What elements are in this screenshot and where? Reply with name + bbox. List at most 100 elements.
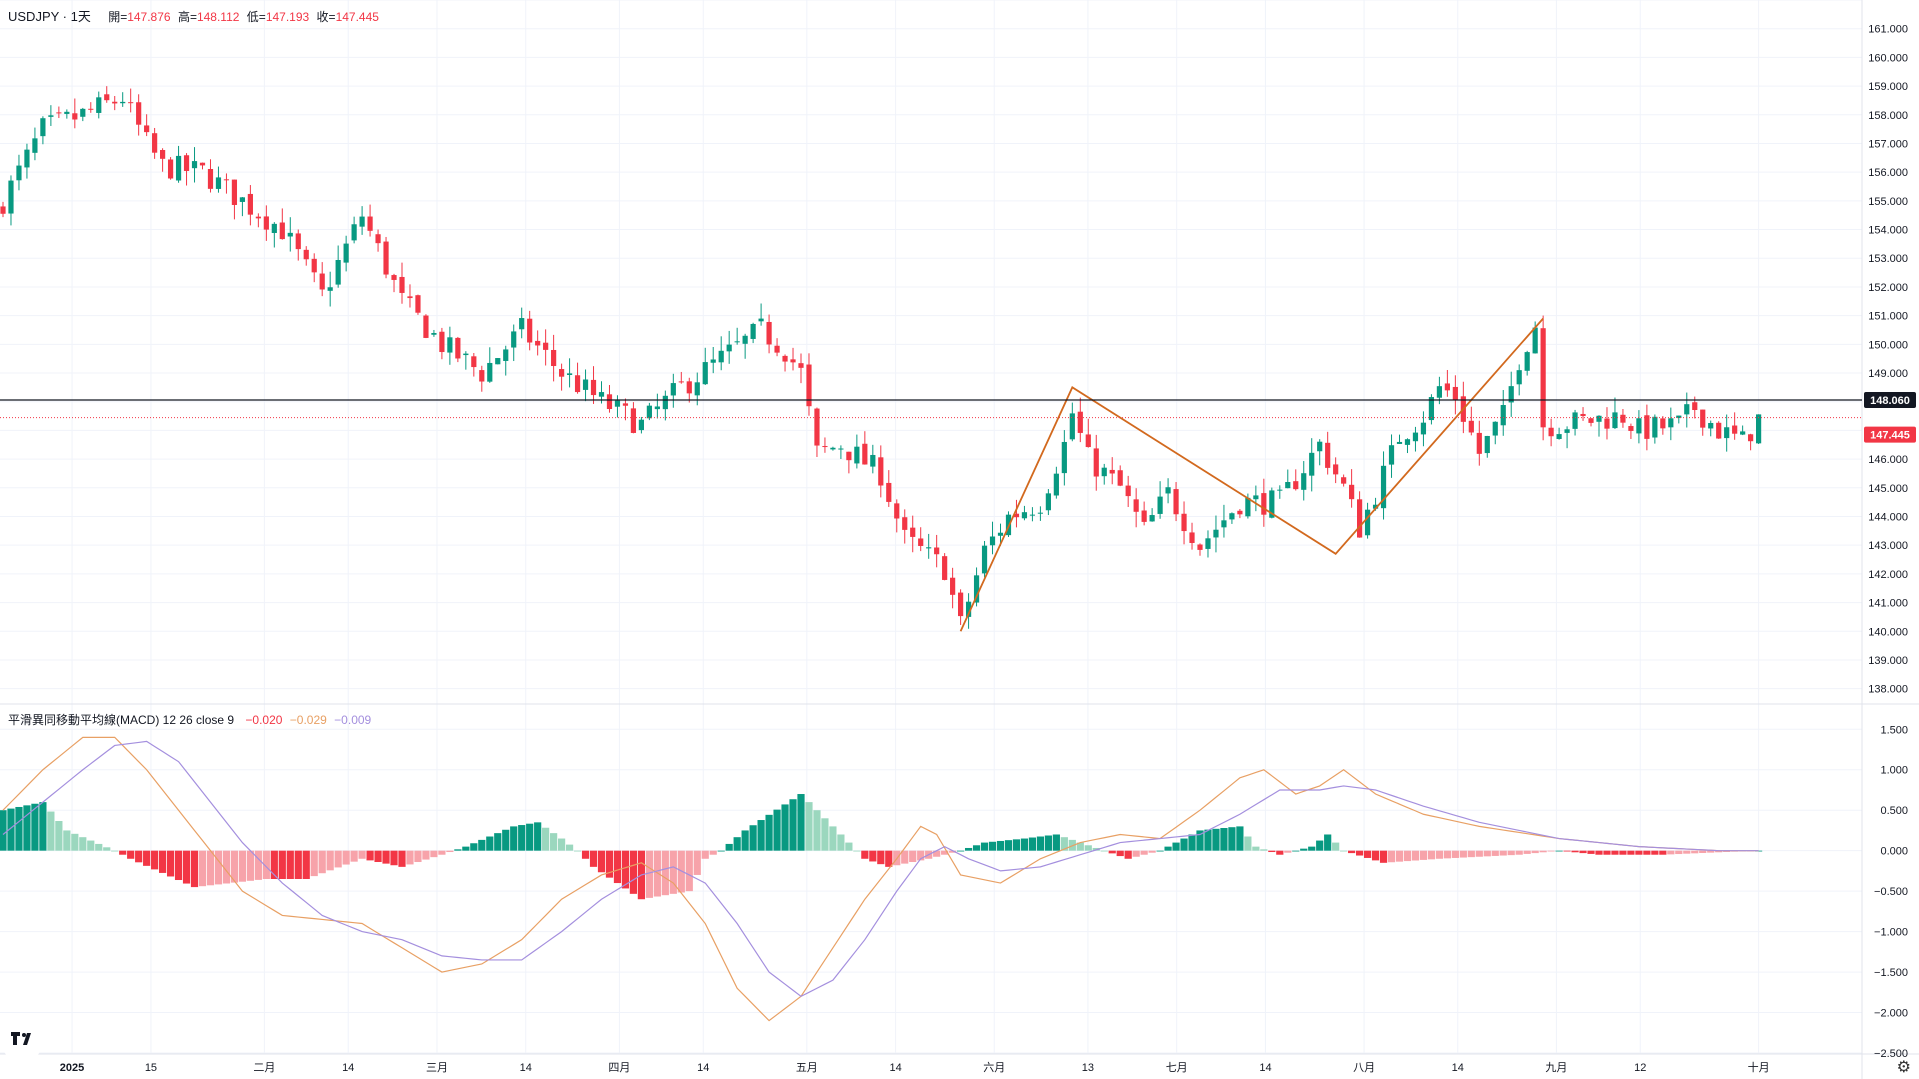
candle	[790, 347, 796, 371]
candle	[191, 147, 198, 183]
candle-body	[1516, 370, 1522, 385]
macd-histogram-bar	[741, 830, 749, 851]
macd-histogram-bar	[1523, 850, 1531, 854]
candle	[48, 105, 54, 126]
macd-histogram-bar	[805, 802, 813, 851]
candle-body	[1325, 442, 1331, 468]
tradingview-logo-icon[interactable]	[4, 1022, 40, 1056]
macd-histogram-bar	[1356, 850, 1364, 856]
macd-histogram-bar	[390, 850, 398, 866]
macd-histogram-bar	[1443, 850, 1451, 859]
macd-histogram-bar	[518, 825, 526, 851]
candle	[846, 451, 852, 474]
candle-body	[710, 359, 716, 363]
macd-histogram-bar	[254, 850, 262, 880]
macd-histogram-bar	[214, 850, 223, 885]
candle-body	[183, 155, 190, 171]
candle-body	[255, 216, 261, 219]
candle-body	[391, 275, 397, 280]
candle	[1053, 466, 1059, 499]
macd-histogram-bar	[1619, 850, 1627, 855]
candle	[702, 347, 708, 386]
macd-histogram-bar	[1499, 850, 1507, 856]
candle	[782, 354, 788, 372]
candle	[1708, 420, 1714, 437]
high-value: 148.112	[196, 10, 240, 24]
candle	[886, 470, 892, 507]
candle-body	[1428, 397, 1435, 421]
candle-body	[790, 359, 796, 363]
candle-body	[606, 394, 613, 410]
candle-body	[1349, 484, 1355, 500]
price-axis-label: 138.000	[1868, 684, 1908, 696]
candle-body	[1269, 490, 1275, 518]
macd-histogram-bar	[1483, 850, 1491, 857]
candle	[1756, 414, 1762, 445]
macd-histogram-bar	[1387, 850, 1396, 863]
candle-body	[407, 296, 413, 299]
signal-line	[2, 740, 1759, 998]
macd-histogram-bar	[957, 850, 965, 852]
candle-body	[989, 536, 996, 546]
macd-histogram-bar	[366, 850, 374, 861]
candle-body	[598, 392, 605, 397]
candle	[1732, 412, 1738, 440]
macd-histogram-bar	[1379, 850, 1388, 863]
candle-body	[471, 356, 477, 368]
gear-icon[interactable]: ⚙	[1896, 1059, 1911, 1076]
macd-histogram-bar	[246, 850, 254, 881]
macd-histogram-bar	[964, 847, 973, 851]
candle	[1508, 371, 1514, 417]
candle-body	[1644, 415, 1650, 439]
candle	[1205, 530, 1211, 558]
macd-histogram-bar	[0, 810, 7, 851]
candle-body	[1101, 467, 1107, 477]
candle	[559, 363, 565, 391]
macd-histogram-bar	[1004, 840, 1013, 851]
macd-axis-label: −2.500	[1874, 1048, 1908, 1060]
macd-axis-label: −0.500	[1874, 886, 1908, 898]
macd-histogram-bar	[677, 850, 685, 893]
candle	[479, 365, 485, 392]
macd-histogram-bar	[1100, 850, 1108, 852]
candle-body	[311, 258, 317, 273]
candle-body	[72, 113, 78, 120]
macd-histogram-bar	[1547, 850, 1555, 852]
candle-body	[1452, 386, 1458, 400]
open-value: 147.876	[127, 10, 171, 24]
hline-price-badge: 148.060	[1870, 395, 1910, 407]
candle	[399, 262, 405, 304]
macd-histogram-bar	[502, 829, 510, 851]
macd-histogram-bar	[565, 844, 574, 851]
macd-axis-label: 0.000	[1880, 846, 1908, 858]
candle-body	[1724, 427, 1730, 439]
macd-histogram-bar	[462, 846, 470, 851]
candle-body	[1357, 499, 1363, 538]
macd-histogram-bar	[1220, 828, 1228, 851]
candle-body	[231, 179, 238, 205]
low-value: 147.193	[265, 10, 310, 24]
time-axis-label: 14	[520, 1062, 532, 1074]
time-axis-label: 三月	[426, 1062, 448, 1074]
candle-body	[1285, 482, 1291, 489]
macd-histogram-bar	[1491, 850, 1499, 856]
candle	[678, 371, 684, 384]
candle	[1237, 509, 1243, 519]
time-axis-label: 15	[145, 1062, 157, 1074]
macd-histogram-bar	[550, 833, 558, 851]
candle	[902, 509, 908, 544]
candle-body	[1157, 496, 1163, 514]
price-axis-label: 154.000	[1868, 225, 1908, 237]
candle	[1333, 457, 1339, 484]
candle	[838, 445, 844, 459]
macd-legend-name[interactable]: 平滑異同移動平均線(MACD) 12 26 close 9	[8, 713, 235, 727]
macd-axis-label: −1.500	[1874, 967, 1908, 979]
candle	[950, 567, 956, 609]
candle	[1500, 389, 1506, 436]
macd-histogram-bar	[422, 850, 430, 860]
candle	[1396, 434, 1403, 444]
symbol-label[interactable]: USDJPY · 1天	[8, 9, 91, 24]
candle	[199, 162, 206, 170]
candle	[574, 362, 581, 394]
